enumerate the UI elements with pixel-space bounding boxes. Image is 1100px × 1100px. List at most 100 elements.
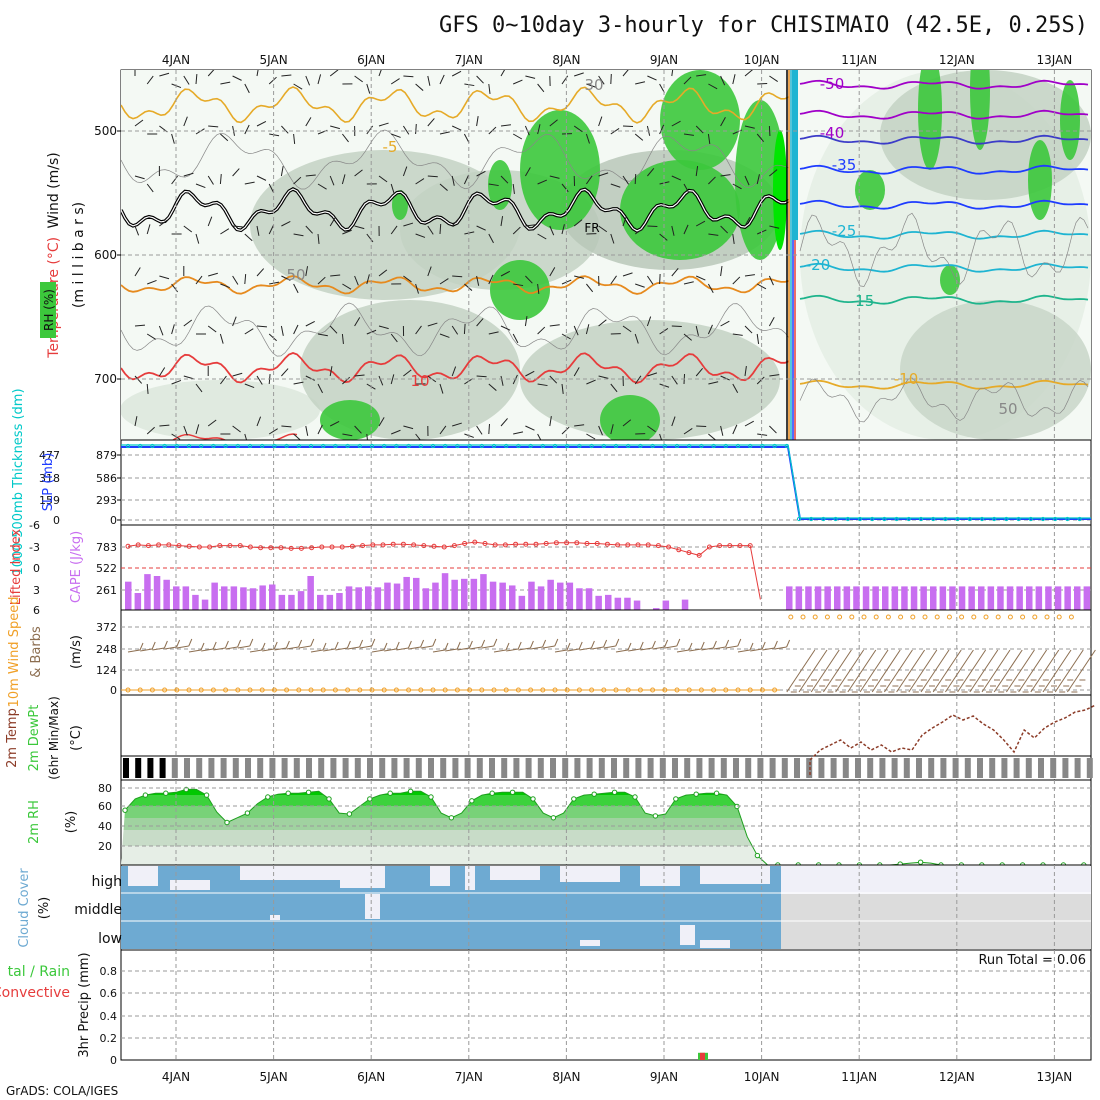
wind-barb: [524, 167, 531, 177]
cape-bar: [221, 586, 228, 610]
thickness-point: [443, 443, 448, 449]
wind-barb: [708, 381, 719, 385]
wind-barb: [281, 368, 289, 377]
rh2m-panel: 80 60 40 20 2m RH (%): [27, 779, 1092, 866]
wind-barb: [354, 169, 363, 177]
wind-barb: [171, 175, 179, 185]
wind-speed-point: [1068, 614, 1074, 620]
wind-barb: [530, 646, 543, 650]
wind-barb: [293, 233, 304, 237]
precip-grid: [121, 950, 1091, 1060]
wind-barb: [354, 317, 361, 327]
bottom-day-label: 8JAN: [552, 1070, 580, 1084]
wind-barb: [330, 125, 340, 130]
wind-barb: [683, 333, 692, 341]
cape-bar: [355, 587, 362, 610]
cape-bar: [230, 586, 238, 610]
cape-bar: [910, 586, 918, 610]
cape-bar: [862, 586, 870, 610]
wind-barb: [695, 325, 699, 336]
cape-bar: [413, 577, 420, 610]
wind-barb: [488, 423, 490, 435]
wind-barb: [598, 425, 603, 436]
wind-barb: [280, 325, 284, 336]
cape-bar: [997, 586, 1004, 610]
wind-tick-label: 124: [96, 664, 117, 677]
slp-tick-label: 293: [96, 494, 117, 507]
rh-high-area: [855, 170, 885, 210]
temp-minmax-bar: [281, 758, 288, 778]
wind-barb: [213, 647, 226, 651]
cape-bar: [949, 586, 956, 610]
wind-barb: [140, 648, 153, 652]
cape-tick-label: 783: [96, 541, 117, 554]
wind-barb: [305, 375, 316, 381]
thickness-point: [760, 443, 765, 449]
wind-barb: [756, 174, 760, 185]
wind-barb: [683, 133, 694, 136]
wind-barb: [647, 425, 656, 433]
temp-minmax-bar: [208, 758, 215, 778]
wind-speed-point: [922, 614, 928, 620]
wind-barb: [134, 324, 146, 327]
wind-speed-point: [934, 614, 940, 620]
wind-barb: [708, 433, 717, 440]
wind-barb: [659, 273, 661, 285]
rh-high-area: [520, 110, 600, 230]
ylabel-wind-units: (m/s): [69, 635, 84, 669]
rh-point: [448, 815, 455, 821]
wind-barb-flag: [688, 642, 693, 651]
temp-minmax-bar: [940, 758, 947, 778]
wind-barb: [195, 275, 203, 285]
wind-barb: [707, 133, 711, 144]
wind-barb: [695, 220, 706, 227]
wind-barb: [512, 183, 515, 194]
wind-tick-label: 372: [96, 621, 117, 634]
rh-contour: [121, 302, 790, 357]
cape-bar: [978, 586, 985, 610]
wind-barb: [390, 78, 400, 85]
temp-minmax-bar: [757, 758, 764, 778]
wind-barb: [256, 225, 260, 236]
wind-barb: [786, 649, 816, 693]
wind-barb: [634, 227, 644, 235]
wind-barb: [769, 425, 777, 434]
rh-point: [285, 790, 291, 796]
wind-speed-point: [959, 614, 965, 620]
wind-barb: [720, 225, 729, 234]
thickness-point: [308, 443, 314, 449]
wind-barb: [859, 649, 889, 693]
wind-barb: [439, 183, 448, 191]
thickness-point: [345, 443, 350, 449]
wind-barb: [427, 266, 432, 277]
cloud-level-high: high: [91, 874, 122, 890]
temp-minmax-bar: [1013, 758, 1020, 778]
wind-barb: [610, 275, 617, 285]
thickness-point: [455, 443, 460, 449]
wind-barb-flag: [493, 638, 498, 647]
wind-speed-point: [885, 614, 891, 620]
thickness-point: [479, 443, 484, 449]
cloud-content: [121, 866, 1091, 949]
wind-barb: [378, 325, 389, 330]
wind-speed-point: [824, 614, 830, 620]
wind-barb: [427, 175, 438, 178]
wind-barb: [415, 83, 424, 91]
wind-barb: [232, 275, 239, 285]
wind-barb: [220, 283, 230, 289]
slp-tick-label: 586: [96, 472, 117, 485]
wind-barb: [317, 233, 320, 244]
wind-barb: [615, 649, 629, 653]
rh-point: [530, 796, 536, 802]
wind-barb: [671, 268, 679, 277]
wind-barb: [439, 425, 447, 435]
wind-barb: [810, 649, 840, 693]
wind-barb: [720, 75, 726, 86]
wind-speed-point: [837, 614, 843, 620]
wind-barb: [476, 375, 487, 378]
wind-barb: [696, 425, 707, 428]
wind-barb: [493, 649, 507, 653]
wind-barb-flag: [639, 641, 644, 650]
wind-barb-flag: [273, 641, 278, 650]
temp2m-line: [809, 704, 1096, 775]
